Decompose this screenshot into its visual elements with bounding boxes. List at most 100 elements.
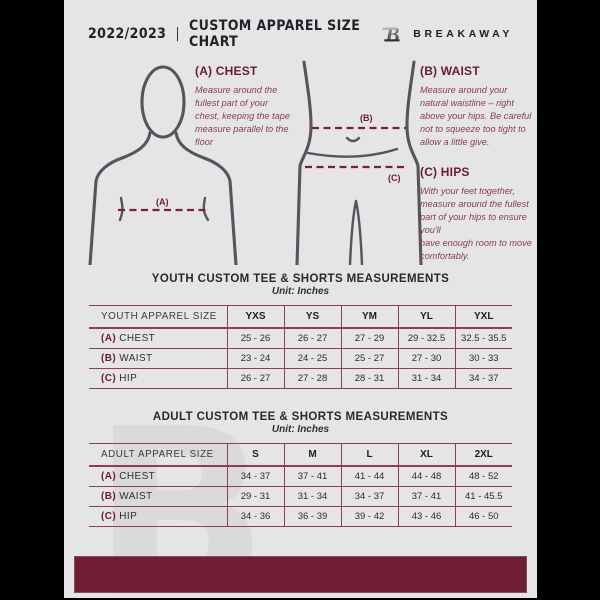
chest-body-text: Measure around the fullest part of your …: [195, 85, 291, 147]
table-row: (B) WAIST 23 - 24 24 - 25 25 - 27 27 - 30 30 …: [89, 348, 512, 369]
measurement-cell: 44 - 48: [397, 465, 455, 487]
measurement-row-label: (A) CHEST: [89, 465, 227, 487]
table-header-row: ADULT APPAREL SIZE S M L XL 2XL: [89, 443, 512, 467]
measurement-cell: 37 - 41: [397, 486, 455, 507]
measurement-cell: 31 - 34: [283, 486, 341, 507]
measurement-cell: 27 - 30: [397, 348, 455, 369]
table-row: (B) WAIST 29 - 31 31 - 34 34 - 37 37 - 41 41 …: [89, 486, 512, 507]
right-instruction-column: (B) WAIST Measure around your natural wa…: [420, 64, 532, 263]
measurement-cell: 34 - 37: [454, 368, 512, 389]
chest-figure-diagram: (A): [88, 65, 238, 265]
measurement-cell: 48 - 52: [454, 465, 512, 487]
size-column-header: YXS: [226, 305, 284, 329]
table-header-row: YOUTH APPAREL SIZE YXS YS YM YL YXL: [89, 305, 512, 329]
waist-marker-label: (B): [360, 113, 373, 123]
measurement-cell: 29 - 32.5: [397, 327, 455, 349]
hips-body-text: With your feet together, measure around …: [420, 186, 532, 261]
brand-name: BREAKAWAY: [413, 28, 513, 40]
waist-hips-figure-diagram: (B) (C): [295, 60, 423, 265]
measurement-cell: 24 - 25: [283, 348, 341, 369]
table-row: (A) CHEST 25 - 26 26 - 27 27 - 29 29 - 32.5 3…: [89, 327, 512, 349]
measurement-cell: 31 - 34: [397, 368, 455, 389]
size-column-header: S: [226, 443, 284, 467]
size-column-header: M: [283, 443, 341, 467]
table-row: (C) HIP 26 - 27 27 - 28 28 - 31 31 - 34 34 - …: [89, 368, 512, 389]
measurement-cell: 28 - 31: [340, 368, 398, 389]
table-row: (A) CHEST 34 - 37 37 - 41 41 - 44 44 - 48 48 …: [89, 465, 512, 487]
measurement-cell: 37 - 41: [283, 465, 341, 487]
measurement-cell: 41 - 44: [340, 465, 398, 487]
adult-table-container: ADULT APPAREL SIZE S M L XL 2XL (A) CHEST 34 - …: [64, 443, 537, 527]
title-year: 2022/2023: [88, 26, 167, 42]
size-chart-page: B 2022/2023 | CUSTOM APPAREL SIZE CHART: [64, 0, 537, 598]
size-column-header: YM: [340, 305, 398, 329]
measurement-cell: 46 - 50: [454, 506, 512, 527]
measurement-cell: 29 - 31: [226, 486, 284, 507]
page-title: 2022/2023 | CUSTOM APPAREL SIZE CHART: [88, 18, 378, 50]
size-column-header: YXL: [454, 305, 512, 329]
adult-table-title: ADULT CUSTOM TEE & SHORTS MEASUREMENTS: [152, 411, 449, 423]
size-column-header: XL: [397, 443, 455, 467]
measurement-cell: 34 - 37: [226, 465, 284, 487]
youth-table-container: YOUTH APPAREL SIZE YXS YS YM YL YXL (A) CHEST 2…: [64, 305, 537, 389]
adult-size-table: ADULT APPAREL SIZE S M L XL 2XL (A) CHEST 34 - …: [89, 443, 512, 527]
youth-table-title: YOUTH CUSTOM TEE & SHORTS MEASUREMENTS: [151, 273, 450, 285]
measurement-cell: 30 - 33: [454, 348, 512, 369]
measurement-cell: 26 - 27: [283, 327, 341, 349]
waist-instructions: (B) WAIST Measure around your natural wa…: [420, 64, 532, 148]
measurement-row-label: (A) CHEST: [89, 327, 227, 349]
measurement-row-label: (B) WAIST: [89, 486, 227, 507]
footer-bar: [74, 556, 527, 593]
measurement-cell: 27 - 28: [283, 368, 341, 389]
title-main: CUSTOM APPAREL SIZE CHART: [188, 18, 361, 50]
measurement-row-label: (C) HIP: [89, 506, 227, 527]
adult-size-section: ADULT CUSTOM TEE & SHORTS MEASUREMENTS U…: [64, 411, 537, 527]
size-column-header: L: [340, 443, 398, 467]
waist-body-text: Measure around your natural waistline – …: [420, 85, 532, 147]
measurement-row-label: (C) HIP: [89, 368, 227, 389]
row-marker-prefix: (A): [101, 333, 117, 344]
measurement-row-label: (B) WAIST: [89, 348, 227, 369]
row-marker-prefix: (A): [101, 471, 117, 482]
measurement-cell: 27 - 29: [340, 327, 398, 349]
youth-size-table: YOUTH APPAREL SIZE YXS YS YM YL YXL (A) CHEST 2…: [89, 305, 512, 389]
row-marker-prefix: (C): [101, 373, 117, 384]
youth-table-unit: Unit: Inches: [271, 286, 330, 297]
row-marker-prefix: (B): [101, 353, 117, 364]
apparel-size-label-header: ADULT APPAREL SIZE: [89, 443, 227, 467]
measurement-cell: 36 - 39: [283, 506, 341, 527]
header: 2022/2023 | CUSTOM APPAREL SIZE CHART B: [88, 18, 513, 50]
chest-heading: (A) CHEST: [195, 64, 258, 78]
adult-table-unit: Unit: Inches: [271, 424, 330, 435]
table-row: (C) HIP 34 - 36 36 - 39 39 - 42 43 - 46 46 - …: [89, 506, 512, 527]
chest-instructions: (A) CHEST Measure around the fullest par…: [195, 64, 295, 148]
measurement-cell: 25 - 26: [226, 327, 284, 349]
size-column-header: YS: [283, 305, 341, 329]
hips-heading: (C) HIPS: [420, 165, 470, 180]
measurement-cell: 25 - 27: [340, 348, 398, 369]
brand-lockup: B BREAKAWAY: [378, 21, 513, 48]
svg-text:B: B: [384, 22, 399, 46]
measurement-cell: 43 - 46: [397, 506, 455, 527]
breakaway-logo-icon: B: [382, 22, 400, 46]
title-divider: |: [175, 26, 180, 42]
youth-size-section: YOUTH CUSTOM TEE & SHORTS MEASUREMENTS U…: [64, 273, 537, 389]
waist-heading: (B) WAIST: [420, 64, 480, 78]
measurement-cell: 32.5 - 35.5: [454, 327, 512, 349]
measurement-guide: (A) (B) (C) (A) CHEST Measure around the…: [64, 52, 537, 268]
measurement-cell: 41 - 45.5: [454, 486, 512, 507]
measurement-cell: 23 - 24: [226, 348, 284, 369]
size-column-header: YL: [397, 305, 455, 329]
apparel-size-label-header: YOUTH APPAREL SIZE: [89, 305, 227, 329]
hips-marker-label: (C): [388, 173, 401, 183]
hips-instructions: (C) HIPS With your feet together, measur…: [420, 165, 532, 262]
row-marker-prefix: (B): [101, 491, 117, 502]
measurement-cell: 26 - 27: [226, 368, 284, 389]
measurement-cell: 34 - 37: [340, 486, 398, 507]
measurement-cell: 39 - 42: [340, 506, 398, 527]
size-column-header: 2XL: [454, 443, 512, 467]
row-marker-prefix: (C): [101, 511, 117, 522]
measurement-cell: 34 - 36: [226, 506, 284, 527]
chest-marker-label: (A): [156, 197, 169, 207]
